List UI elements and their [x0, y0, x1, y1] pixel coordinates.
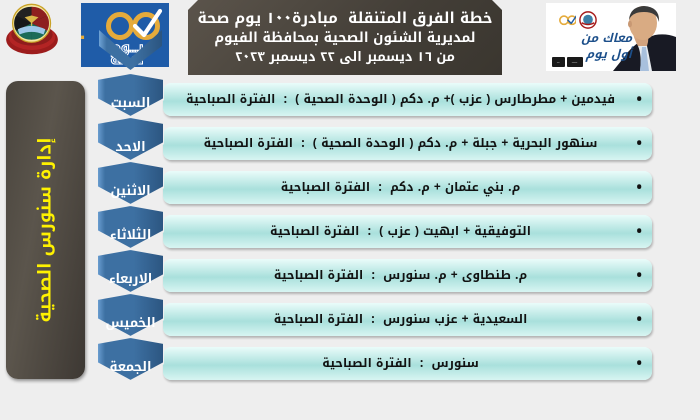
svg-text:1: 1 [81, 9, 85, 46]
